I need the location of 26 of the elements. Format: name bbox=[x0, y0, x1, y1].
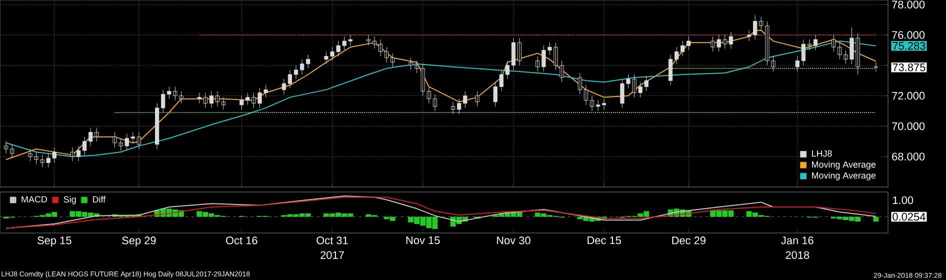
legend-label: Moving Average bbox=[812, 172, 876, 180]
text: 0.0254 bbox=[892, 212, 926, 221]
x-tick-label: Jan 16 bbox=[781, 236, 814, 244]
x-tick-label: Dec 15 bbox=[588, 236, 621, 244]
legend-label: LHJ8 bbox=[812, 150, 832, 157]
x-tick-label: Dec 29 bbox=[672, 236, 706, 244]
legend-label: Sig bbox=[64, 196, 76, 204]
text: 75.283 bbox=[892, 42, 926, 50]
legend-label: MACD bbox=[22, 196, 47, 202]
x-tick-label: Oct 16 bbox=[226, 236, 258, 244]
y-tick-label: 72.000 bbox=[892, 92, 925, 100]
x-tick-label: Sep 15 bbox=[38, 236, 72, 246]
x-tick-label: Sep 29 bbox=[122, 236, 156, 246]
text: 1.00 bbox=[893, 196, 914, 204]
legend-label: Moving Average bbox=[812, 161, 876, 170]
y-tick-label: 76.000 bbox=[892, 31, 925, 39]
text: 2018 bbox=[786, 251, 810, 259]
y-tick-label: 70.000 bbox=[892, 122, 925, 130]
text: 2017 bbox=[320, 251, 344, 259]
x-tick-label: Nov 30 bbox=[497, 236, 530, 244]
text: 73.875 bbox=[892, 63, 926, 72]
legend-label: Diff bbox=[93, 196, 106, 203]
y-tick-label: 68.000 bbox=[892, 152, 925, 160]
x-tick-label: Nov 15 bbox=[406, 236, 440, 244]
y-tick-label: 78.000 bbox=[892, 0, 925, 8]
x-tick-label: Oct 31 bbox=[316, 236, 348, 244]
